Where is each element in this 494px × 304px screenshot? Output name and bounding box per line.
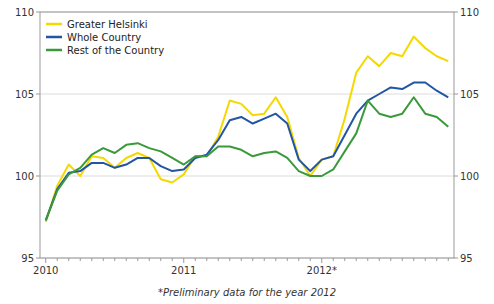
y-tick-label: 95 [21,253,34,264]
x-tick-label: 2012* [307,265,337,276]
x-minor-tick [287,258,288,261]
x-minor-tick [344,258,345,261]
legend-swatch [46,23,62,26]
legend-label: Greater Helsinki [67,19,148,30]
y2-tick [454,94,458,95]
footnote: *Preliminary data for the year 2012 [158,287,336,298]
lines [46,37,449,222]
chart: 95 100 105 110 95 100 105 110 2010 2011 2012* Great… [0,0,494,304]
y2-tick [454,258,458,259]
x-minor-tick [68,258,69,261]
x-minor-tick [195,258,196,261]
x-minor-tick [333,258,334,261]
x-tick-label: 2011 [171,265,196,276]
x-minor-tick [160,258,161,261]
x-minor-tick [241,258,242,261]
x-minor-tick [425,258,426,261]
x-minor-tick [264,258,265,261]
series-line [46,83,449,221]
legend-label: Rest of the Country [67,45,164,56]
x-tick [183,258,184,263]
x-minor-tick [57,258,58,261]
x-tick-label: 2010 [33,265,58,276]
x-minor-tick [229,258,230,261]
x-minor-tick [436,258,437,261]
y2-tick [454,176,458,177]
x-minor-tick [367,258,368,261]
x-minor-tick [218,258,219,261]
grid-line [40,94,454,95]
y2-tick-label: 110 [460,7,479,18]
x-minor-tick [413,258,414,261]
legend: Greater Helsinki Whole Country Rest of the… [46,19,164,56]
x-minor-tick [91,258,92,261]
series-line [46,37,449,222]
x-minor-tick [298,258,299,261]
y-tick [36,176,40,177]
y-tick-label: 105 [15,89,34,100]
y-tick-label: 100 [15,171,34,182]
x-minor-tick [390,258,391,261]
y-tick [36,94,40,95]
x-minor-tick [402,258,403,261]
y2-tick [454,12,458,13]
legend-label: Whole Country [67,32,141,43]
x-axis: 2010 2011 2012* [33,258,448,276]
plot-frame [40,12,454,258]
y-tick [36,12,40,13]
x-minor-tick [149,258,150,261]
x-minor-tick [310,258,311,261]
y-tick [36,258,40,259]
x-minor-tick [252,258,253,261]
x-minor-tick [103,258,104,261]
y2-tick-label: 95 [460,253,473,264]
grid-line [40,176,454,177]
x-minor-tick [172,258,173,261]
y-axis: 95 100 105 110 [15,7,40,264]
y2-tick-label: 100 [460,171,479,182]
y2-axis: 95 100 105 110 [454,7,479,264]
x-minor-tick [448,258,449,261]
x-minor-tick [114,258,115,261]
x-tick [45,258,46,263]
y-tick-label: 110 [15,7,34,18]
grid [40,12,454,258]
series-line [46,97,449,220]
legend-swatch [46,36,62,39]
x-tick [321,258,322,263]
legend-swatch [46,49,62,52]
x-minor-tick [356,258,357,261]
x-minor-tick [137,258,138,261]
x-minor-tick [275,258,276,261]
x-minor-tick [80,258,81,261]
x-minor-tick [379,258,380,261]
x-minor-tick [126,258,127,261]
x-minor-tick [206,258,207,261]
y2-tick-label: 105 [460,89,479,100]
